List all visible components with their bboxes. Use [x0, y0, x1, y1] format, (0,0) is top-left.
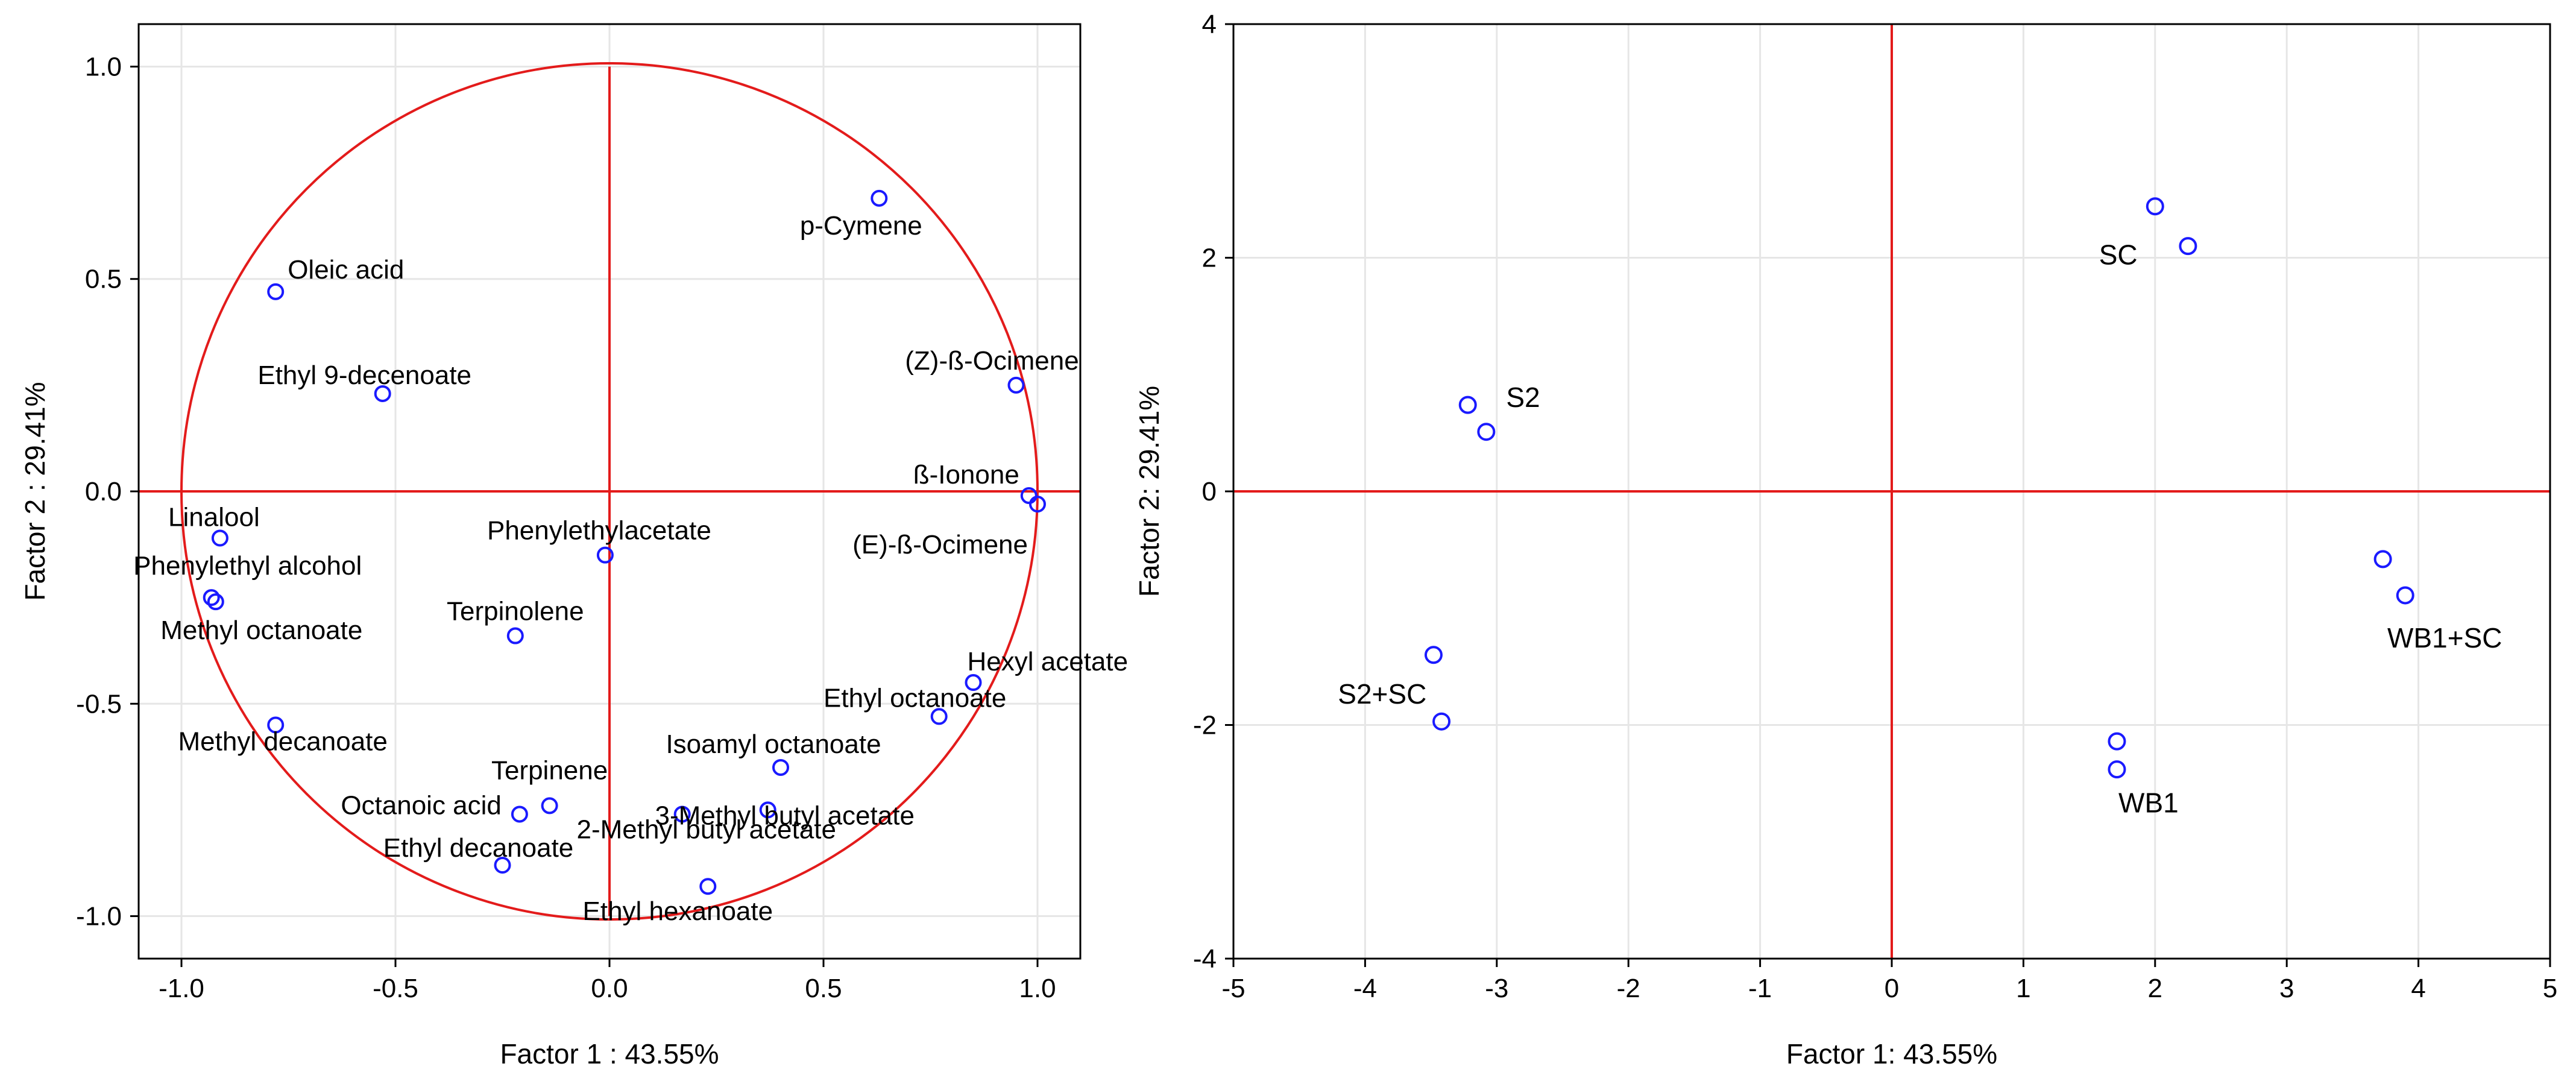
right-x-tick-label: 4	[2411, 974, 2425, 1003]
group-label-sc: SC	[2099, 239, 2138, 271]
right-x-tick-label: -2	[1617, 974, 1640, 1003]
loading-label-z-ocimene: (Z)-ß-Ocimene	[905, 346, 1079, 376]
right-x-axis-label: Factor 1: 43.55%	[1786, 1038, 1997, 1070]
loading-point-phenylethyl-alcohol	[203, 589, 220, 607]
right-group-labels: SC S2 WB1+SC S2+SC WB1	[1338, 239, 2502, 819]
loading-label-ethyl-decanoate: Ethyl decanoate	[383, 833, 574, 863]
loading-point-ionone	[1020, 487, 1038, 505]
loading-point-2-methyl-butyl-acetate	[673, 805, 691, 823]
left-y-tick-label: -1.0	[76, 902, 122, 931]
loading-point-e-ocimene	[1029, 496, 1046, 513]
left-point-labels: Oleic acid Ethyl 9-decenoate p-Cymene (Z)-ß…	[133, 211, 1128, 926]
loading-label-phenylethylacetate: Phenylethylacetate	[487, 516, 711, 546]
right-x-tick-label: 1	[2016, 974, 2030, 1003]
loading-point-methyl-octanoate	[207, 593, 224, 611]
right-x-tick-label: -5	[1221, 974, 1245, 1003]
loading-point-ethyl-octanoate	[930, 708, 948, 725]
left-x-tick-label: 0.5	[805, 974, 842, 1003]
right-x-tick-label: -1	[1748, 974, 1772, 1003]
loading-point-terpinene	[541, 797, 558, 815]
left-y-tick-label: -0.5	[76, 689, 122, 719]
right-points	[1424, 197, 2414, 779]
left-y-axis-label: Factor 2 : 29.41%	[19, 382, 51, 600]
loading-label-ethyl-octanoate: Ethyl octanoate	[824, 683, 1006, 713]
loading-point-z-ocimene	[1007, 376, 1025, 394]
left-x-tick-label: -1.0	[159, 974, 204, 1003]
loading-label-3-methyl-butyl-acetate: 3-Methyl butyl acetate	[655, 801, 914, 830]
score-point-4	[2373, 550, 2392, 569]
loading-point-ethyl-hexanoate	[699, 878, 717, 895]
right-x-tick-label: 0	[1885, 974, 1899, 1003]
loading-label-ionone: ß-Ionone	[913, 460, 1019, 490]
loading-label-e-ocimene: (E)-ß-Ocimene	[852, 530, 1028, 559]
left-x-tick-label: -0.5	[373, 974, 418, 1003]
right-x-tick-label: 5	[2543, 974, 2557, 1003]
right-x-tick-label: -4	[1353, 974, 1377, 1003]
loading-label-methyl-octanoate: Methyl octanoate	[160, 616, 362, 645]
left-ticks: -1.0 -0.5 0.0 0.5 1.0 1.0 0.5 0.0 -0.5 -1.0	[76, 52, 1056, 1003]
right-y-tick-label: -4	[1193, 944, 1217, 974]
left-y-tick-label: 1.0	[85, 52, 122, 81]
score-point-8	[2108, 732, 2126, 751]
loading-point-methyl-decanoate	[267, 716, 285, 734]
score-point-5	[2396, 586, 2414, 605]
left-x-tick-label: 1.0	[1019, 974, 1056, 1003]
loadings-plot: -1.0 -0.5 0.0 0.5 1.0 1.0 0.5 0.0 -0.5 -1.0 Oleic…	[19, 23, 1128, 1070]
right-y-tick-label: 4	[1202, 10, 1217, 39]
score-point-0	[2146, 197, 2164, 216]
score-point-7	[1432, 712, 1451, 731]
loading-label-linalool: Linalool	[168, 503, 260, 532]
loading-label-ethyl-9-decenoate: Ethyl 9-decenoate	[257, 361, 471, 390]
loading-label-ethyl-hexanoate: Ethyl hexanoate	[583, 897, 773, 926]
score-point-3	[1477, 423, 1496, 441]
right-y-tick-label: 2	[1202, 244, 1217, 273]
loading-point-hexyl-acetate	[965, 674, 982, 692]
loading-label-terpinolene: Terpinolene	[447, 597, 584, 626]
group-label-s2-sc: S2+SC	[1338, 678, 1426, 710]
loading-label-isoamyl-octanoate: Isoamyl octanoate	[666, 730, 881, 759]
loading-label-2-methyl-butyl-acetate: 2-Methyl butyl acetate	[576, 815, 836, 844]
loading-label-p-cymene: p-Cymene	[800, 211, 922, 241]
loading-point-terpinolene	[506, 627, 524, 645]
loading-point-oleic-acid	[267, 283, 285, 300]
loading-label-hexyl-acetate: Hexyl acetate	[968, 647, 1129, 676]
group-label-wb1: WB1	[2118, 787, 2179, 818]
loading-point-p-cymene	[871, 189, 888, 207]
right-y-axis-label: Factor 2: 29.41%	[1133, 386, 1165, 597]
right-y-tick-label: 0	[1202, 477, 1217, 506]
loading-label-oleic-acid: Oleic acid	[288, 255, 404, 285]
score-point-9	[2108, 760, 2126, 779]
group-label-s2: S2	[1506, 382, 1540, 413]
right-x-tick-label: 3	[2279, 974, 2294, 1003]
loading-label-phenylethyl-alcohol: Phenylethyl alcohol	[133, 551, 362, 581]
loading-point-phenylethylacetate	[596, 546, 614, 564]
loading-point-3-methyl-butyl-acetate	[759, 801, 776, 819]
loading-point-linalool	[211, 529, 228, 547]
left-points	[203, 189, 1046, 895]
loading-point-ethyl-decanoate	[494, 857, 511, 874]
right-x-tick-label: 2	[2148, 974, 2162, 1003]
loading-point-isoamyl-octanoate	[772, 758, 789, 776]
left-y-tick-label: 0.0	[85, 477, 122, 506]
loading-label-methyl-decanoate: Methyl decanoate	[178, 727, 388, 757]
score-point-1	[2179, 237, 2197, 256]
left-x-tick-label: 0.0	[591, 974, 628, 1003]
right-y-tick-label: -2	[1193, 711, 1217, 740]
loading-label-terpinene: Terpinene	[491, 755, 608, 785]
loading-label-octanoic-acid: Octanoic acid	[341, 790, 502, 820]
left-y-tick-label: 0.5	[85, 265, 122, 294]
loading-point-ethyl-9-decenoate	[374, 385, 391, 402]
left-x-axis-label: Factor 1 : 43.55%	[500, 1038, 719, 1070]
right-x-tick-label: -3	[1485, 974, 1508, 1003]
loading-point-octanoic-acid	[511, 805, 528, 823]
group-label-wb1-sc: WB1+SC	[2387, 622, 2502, 654]
score-point-2	[1458, 396, 1477, 414]
score-point-6	[1424, 646, 1443, 664]
